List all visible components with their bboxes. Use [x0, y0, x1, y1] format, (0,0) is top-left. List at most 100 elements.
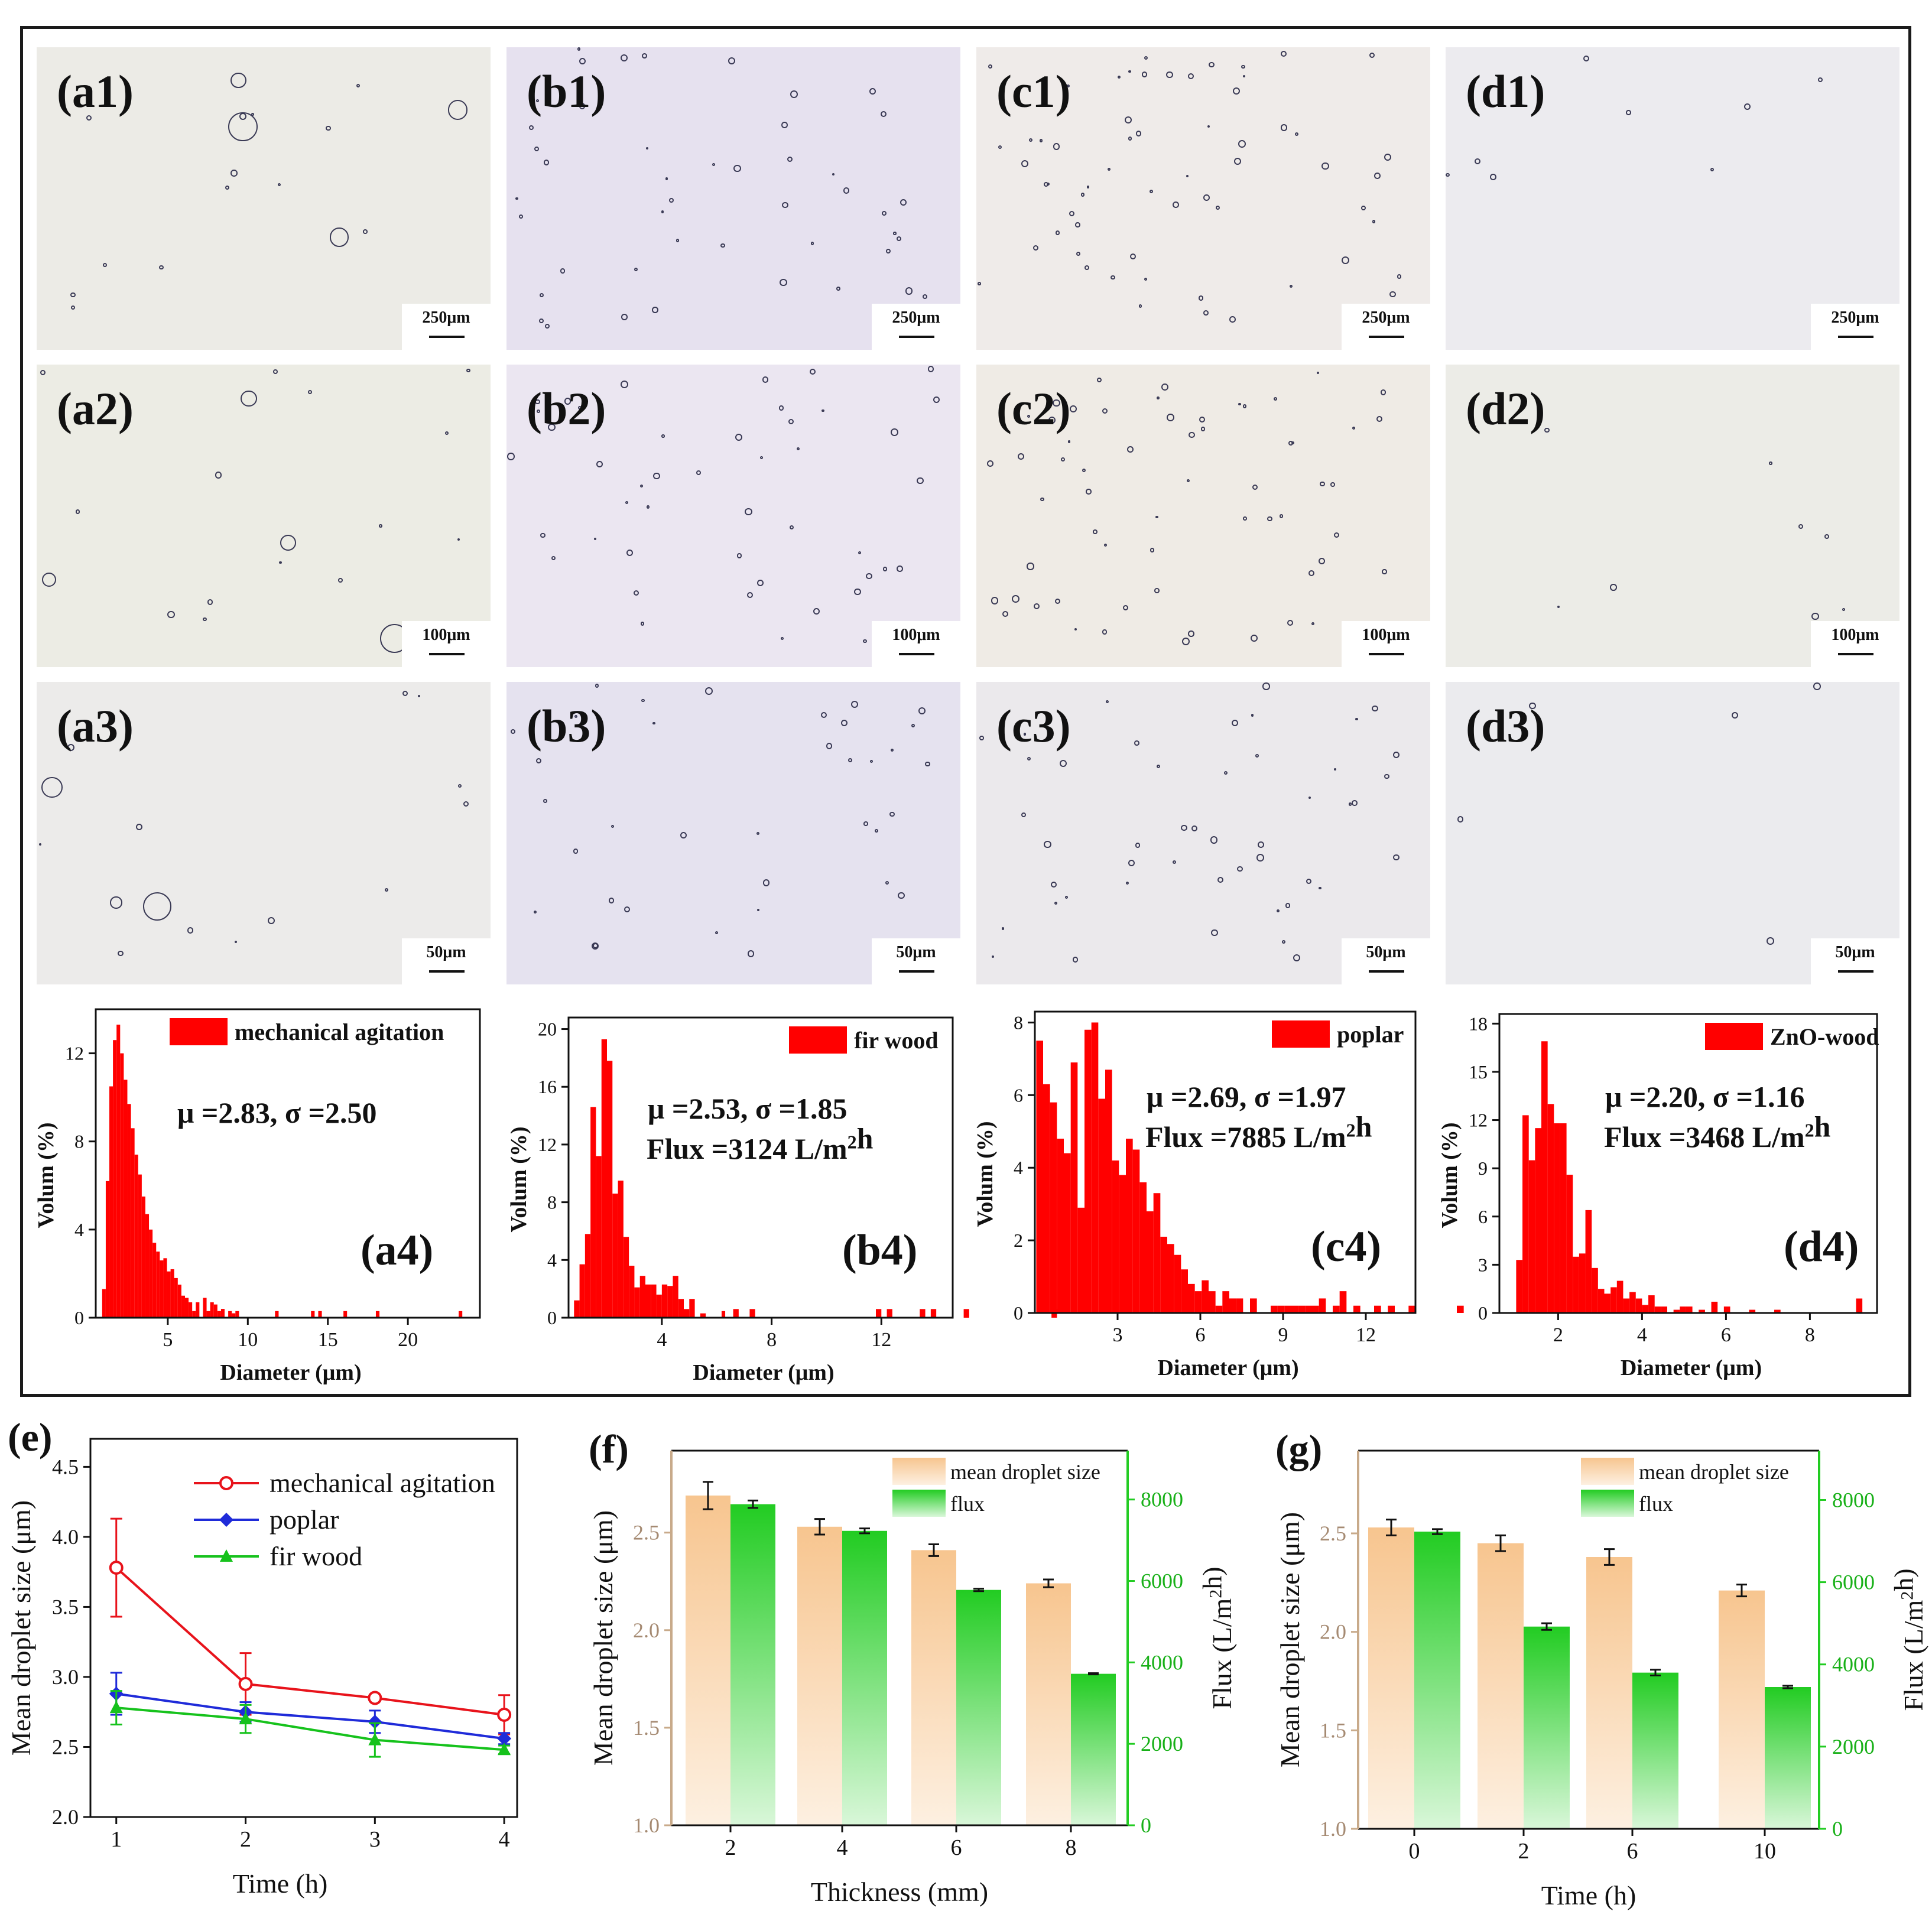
- hist-bar: [645, 1284, 651, 1318]
- droplet: [1207, 125, 1210, 128]
- scale-bar: 50μm: [1811, 938, 1899, 984]
- micrograph-a2: (a2) 100μm: [37, 365, 491, 667]
- bar-mean-droplet-size: [911, 1550, 956, 1825]
- hist-bar: [1139, 1182, 1147, 1313]
- hist-bar: [920, 1309, 926, 1318]
- droplet: [1252, 484, 1258, 490]
- droplet: [1067, 84, 1070, 88]
- droplet: [593, 943, 599, 948]
- hist-bar: [131, 1128, 135, 1318]
- droplet: [1234, 157, 1242, 165]
- data-point: [368, 1733, 382, 1746]
- droplet: [832, 173, 835, 176]
- legend-label: flux: [1639, 1492, 1673, 1516]
- hist-bar: [1064, 1153, 1071, 1313]
- droplet: [1086, 186, 1090, 188]
- hist-bar: [134, 1155, 138, 1318]
- droplet: [1319, 557, 1326, 564]
- droplet: [1150, 548, 1155, 552]
- droplet: [626, 550, 634, 557]
- droplet: [118, 950, 124, 957]
- droplet: [757, 579, 764, 586]
- legend-label: poplar: [269, 1504, 339, 1535]
- hist-bar: [235, 1311, 239, 1318]
- droplet: [543, 798, 547, 803]
- series-line-poplar: [116, 1692, 505, 1740]
- hist-bar: [141, 1196, 145, 1318]
- droplet: [1258, 841, 1265, 848]
- scale-bar-line: [1369, 336, 1404, 338]
- droplet: [142, 892, 171, 921]
- droplet: [1188, 630, 1194, 637]
- x-tick-label: 5: [163, 1329, 173, 1351]
- series-line-fir-wood: [116, 1707, 505, 1751]
- droplet: [645, 147, 648, 149]
- x-tick-label: 0: [1409, 1839, 1420, 1864]
- droplet: [889, 811, 895, 817]
- droplet: [1149, 189, 1153, 193]
- droplet: [1203, 310, 1209, 316]
- droplet: [1139, 304, 1142, 308]
- micrograph-label: (c1): [996, 66, 1071, 117]
- droplet: [1161, 383, 1168, 391]
- hist-bar: [721, 1311, 726, 1318]
- hist-bar: [1132, 1149, 1140, 1313]
- droplet: [1209, 61, 1215, 68]
- y-axis-label: Mean droplet size (μm): [1275, 1512, 1305, 1767]
- y-tick-label: 2: [1014, 1230, 1023, 1251]
- legend-swatch: [170, 1018, 228, 1045]
- droplet: [620, 54, 628, 61]
- bar-flux: [1071, 1673, 1116, 1825]
- droplet: [1060, 457, 1065, 461]
- droplet: [540, 532, 545, 538]
- y-tick-label: 0: [1478, 1302, 1488, 1324]
- y2-tick-label: 0: [1832, 1817, 1843, 1841]
- droplet: [886, 248, 891, 253]
- droplet: [1111, 275, 1116, 280]
- y-tick-label: 4: [547, 1249, 557, 1270]
- hist-bar: [181, 1295, 185, 1318]
- droplet: [1181, 638, 1190, 646]
- y-tick-label: 2.0: [52, 1805, 79, 1829]
- droplet: [548, 424, 556, 431]
- droplet: [560, 268, 566, 274]
- droplet: [167, 610, 175, 619]
- droplet: [1186, 175, 1189, 178]
- droplet: [457, 784, 462, 788]
- bar-mean-droplet-size: [1719, 1590, 1765, 1829]
- droplet: [42, 573, 57, 587]
- hist-bar: [1319, 1298, 1326, 1313]
- droplet: [1281, 124, 1288, 131]
- hist-bar: [1057, 1139, 1064, 1313]
- y-tick-label: 2.5: [1320, 1522, 1346, 1545]
- stats-mu-sigma: μ =2.69, σ =1.97: [1147, 1080, 1346, 1113]
- hist-bar: [138, 1174, 142, 1318]
- scale-bar: 250μm: [872, 304, 960, 350]
- droplet: [866, 573, 872, 580]
- hist-bar: [1585, 1210, 1592, 1313]
- droplet: [402, 690, 408, 696]
- droplet: [1199, 417, 1205, 423]
- stats-mu-sigma: μ =2.20, σ =1.16: [1605, 1080, 1805, 1113]
- x-axis-label: Thickness (mm): [811, 1877, 988, 1907]
- droplet: [640, 485, 644, 488]
- droplet: [733, 164, 741, 173]
- droplet: [1191, 825, 1197, 832]
- histogram-d4: 2 4 6 8 0 3 6 9 12 15 18 Diameter (μm) Volum (%) ZnO-…: [1437, 1013, 1879, 1380]
- droplet: [1203, 194, 1210, 201]
- chart-e: 1 2 3 4 2.0 2.5 3.0 3.5 4.0 4.5 Time (h) Mean dropl…: [6, 1415, 518, 1899]
- droplet: [70, 305, 76, 310]
- y-axis-label: Volum (%): [506, 1126, 531, 1232]
- stats-mu-sigma: μ =2.83, σ =2.50: [177, 1096, 377, 1129]
- droplet: [1069, 210, 1074, 216]
- hist-bar: [1160, 1236, 1167, 1313]
- micrograph-c1: (c1) 250μm: [976, 47, 1430, 350]
- scale-bar-line: [899, 336, 934, 338]
- hist-bar: [177, 1285, 181, 1318]
- hist-bar: [1236, 1298, 1243, 1313]
- droplet: [1032, 245, 1039, 251]
- droplet: [896, 236, 902, 242]
- hist-bar: [170, 1269, 174, 1318]
- droplet: [924, 761, 930, 767]
- droplet: [1626, 110, 1631, 115]
